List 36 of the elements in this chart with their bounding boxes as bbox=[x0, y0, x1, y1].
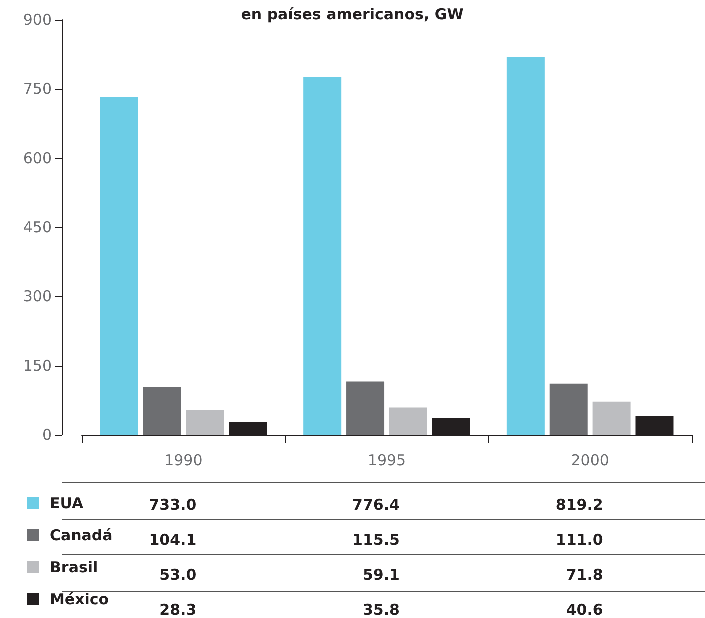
bar bbox=[346, 382, 385, 435]
bar bbox=[506, 57, 545, 435]
legend-label: Brasil bbox=[50, 558, 98, 576]
y-tick-label: 750 bbox=[23, 80, 52, 98]
bar bbox=[550, 384, 588, 435]
y-tick-label: 150 bbox=[23, 356, 52, 375]
data-label: 35.8 bbox=[362, 601, 400, 618]
data-label: 28.3 bbox=[160, 601, 197, 618]
bar bbox=[143, 387, 182, 435]
data-label: 733.0 bbox=[149, 496, 197, 514]
legend-label: EUA bbox=[50, 494, 84, 512]
data-label: 59.1 bbox=[362, 566, 400, 584]
y-tick-label: 900 bbox=[23, 11, 52, 29]
legend-label: México bbox=[50, 590, 110, 608]
bar bbox=[186, 410, 224, 435]
data-label: 776.4 bbox=[352, 496, 400, 514]
chart-title: en países americanos, GW bbox=[241, 6, 464, 24]
data-label: 111.0 bbox=[556, 531, 604, 549]
data-label: 40.6 bbox=[566, 601, 604, 618]
y-tick-label: 600 bbox=[23, 149, 52, 168]
x-tick-label: 1995 bbox=[368, 452, 406, 470]
x-tick-label: 2000 bbox=[571, 452, 610, 470]
y-tick-label: 450 bbox=[23, 218, 52, 236]
y-tick-label: 300 bbox=[23, 288, 52, 306]
bar bbox=[592, 402, 631, 435]
data-label: 115.5 bbox=[352, 531, 400, 549]
bar bbox=[100, 97, 138, 435]
bar bbox=[389, 408, 428, 435]
bar bbox=[304, 76, 342, 435]
legend-label: Canadá bbox=[50, 526, 113, 544]
data-label: 104.1 bbox=[149, 531, 197, 549]
data-label: 819.2 bbox=[556, 496, 604, 514]
data-label: 53.0 bbox=[160, 566, 197, 584]
x-tick-label: 1990 bbox=[164, 452, 203, 470]
data-label: 71.8 bbox=[566, 566, 604, 584]
y-tick-label: 0 bbox=[42, 426, 52, 444]
